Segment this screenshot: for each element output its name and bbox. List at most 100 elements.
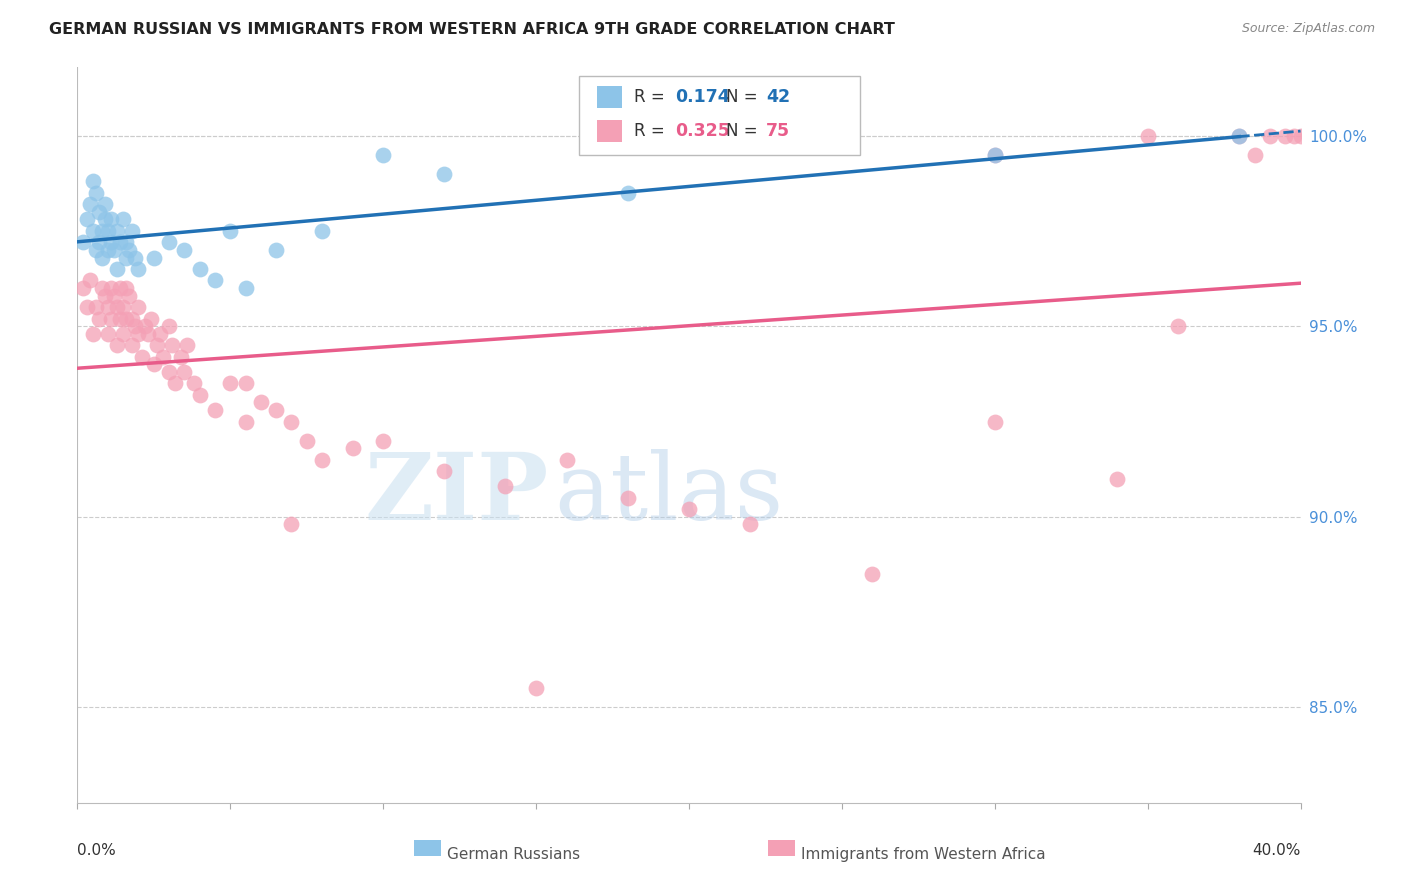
Point — [79, 197, 101, 211]
Point — [1167, 319, 1189, 334]
Point — [108, 281, 131, 295]
Point — [280, 517, 302, 532]
Point — [127, 326, 149, 341]
Point — [433, 167, 456, 181]
FancyBboxPatch shape — [579, 76, 860, 155]
Point — [862, 567, 884, 582]
Point — [87, 235, 110, 250]
FancyBboxPatch shape — [769, 839, 796, 855]
Point — [72, 235, 94, 250]
FancyBboxPatch shape — [598, 87, 621, 109]
Text: 40.0%: 40.0% — [1253, 843, 1301, 858]
Point — [108, 235, 131, 250]
Point — [84, 300, 107, 314]
Point — [371, 434, 394, 448]
Point — [555, 452, 578, 467]
Point — [235, 376, 257, 391]
Point — [250, 395, 273, 409]
Point — [157, 365, 180, 379]
Point — [124, 251, 146, 265]
Point — [264, 243, 287, 257]
Point — [84, 186, 107, 200]
Point — [1229, 128, 1251, 143]
Point — [87, 311, 110, 326]
Point — [112, 212, 135, 227]
Point — [1289, 128, 1312, 143]
Point — [984, 147, 1007, 161]
Point — [1258, 128, 1281, 143]
Point — [204, 403, 226, 417]
Point — [235, 281, 257, 295]
Point — [165, 376, 187, 391]
Point — [984, 147, 1007, 161]
Point — [105, 224, 128, 238]
Point — [82, 224, 104, 238]
Point — [87, 204, 110, 219]
Point — [134, 319, 156, 334]
Point — [170, 350, 193, 364]
Point — [311, 452, 333, 467]
Point — [112, 326, 135, 341]
Text: Immigrants from Western Africa: Immigrants from Western Africa — [801, 847, 1046, 862]
Point — [139, 311, 162, 326]
Text: 42: 42 — [766, 88, 790, 106]
Point — [264, 403, 287, 417]
Point — [82, 174, 104, 188]
Point — [97, 326, 120, 341]
Point — [103, 243, 125, 257]
Point — [124, 319, 146, 334]
Point — [115, 311, 138, 326]
Point — [617, 186, 640, 200]
Point — [142, 251, 165, 265]
Point — [524, 681, 547, 696]
Point — [121, 338, 143, 352]
Point — [176, 338, 198, 352]
Point — [146, 338, 169, 352]
Point — [115, 281, 138, 295]
Text: R =: R = — [634, 88, 669, 106]
Point — [295, 434, 318, 448]
Point — [740, 517, 762, 532]
Point — [136, 326, 159, 341]
Point — [1274, 128, 1296, 143]
Point — [94, 288, 117, 302]
Point — [131, 350, 153, 364]
Point — [127, 262, 149, 277]
Text: R =: R = — [634, 122, 669, 140]
Point — [100, 281, 122, 295]
Point — [118, 243, 141, 257]
Point — [72, 281, 94, 295]
Point — [112, 300, 135, 314]
Text: GERMAN RUSSIAN VS IMMIGRANTS FROM WESTERN AFRICA 9TH GRADE CORRELATION CHART: GERMAN RUSSIAN VS IMMIGRANTS FROM WESTER… — [49, 22, 896, 37]
Text: 0.174: 0.174 — [675, 88, 730, 106]
Point — [495, 479, 517, 493]
Point — [235, 415, 257, 429]
Point — [105, 338, 128, 352]
Point — [342, 441, 364, 455]
Text: 0.325: 0.325 — [675, 122, 730, 140]
Point — [173, 365, 195, 379]
Point — [160, 338, 183, 352]
Text: 0.0%: 0.0% — [77, 843, 117, 858]
Point — [121, 311, 143, 326]
Text: N =: N = — [725, 122, 762, 140]
Point — [84, 243, 107, 257]
Point — [100, 235, 122, 250]
Point — [1107, 472, 1129, 486]
Point — [142, 357, 165, 371]
Text: German Russians: German Russians — [447, 847, 579, 862]
Text: Source: ZipAtlas.com: Source: ZipAtlas.com — [1241, 22, 1375, 36]
Point — [115, 251, 138, 265]
Point — [90, 224, 112, 238]
Point — [103, 288, 125, 302]
Point — [188, 388, 211, 402]
Point — [280, 415, 302, 429]
Point — [127, 300, 149, 314]
Point — [204, 273, 226, 287]
Point — [149, 326, 172, 341]
Point — [100, 311, 122, 326]
Point — [1229, 128, 1251, 143]
Point — [157, 235, 180, 250]
Point — [1136, 128, 1159, 143]
Point — [183, 376, 205, 391]
